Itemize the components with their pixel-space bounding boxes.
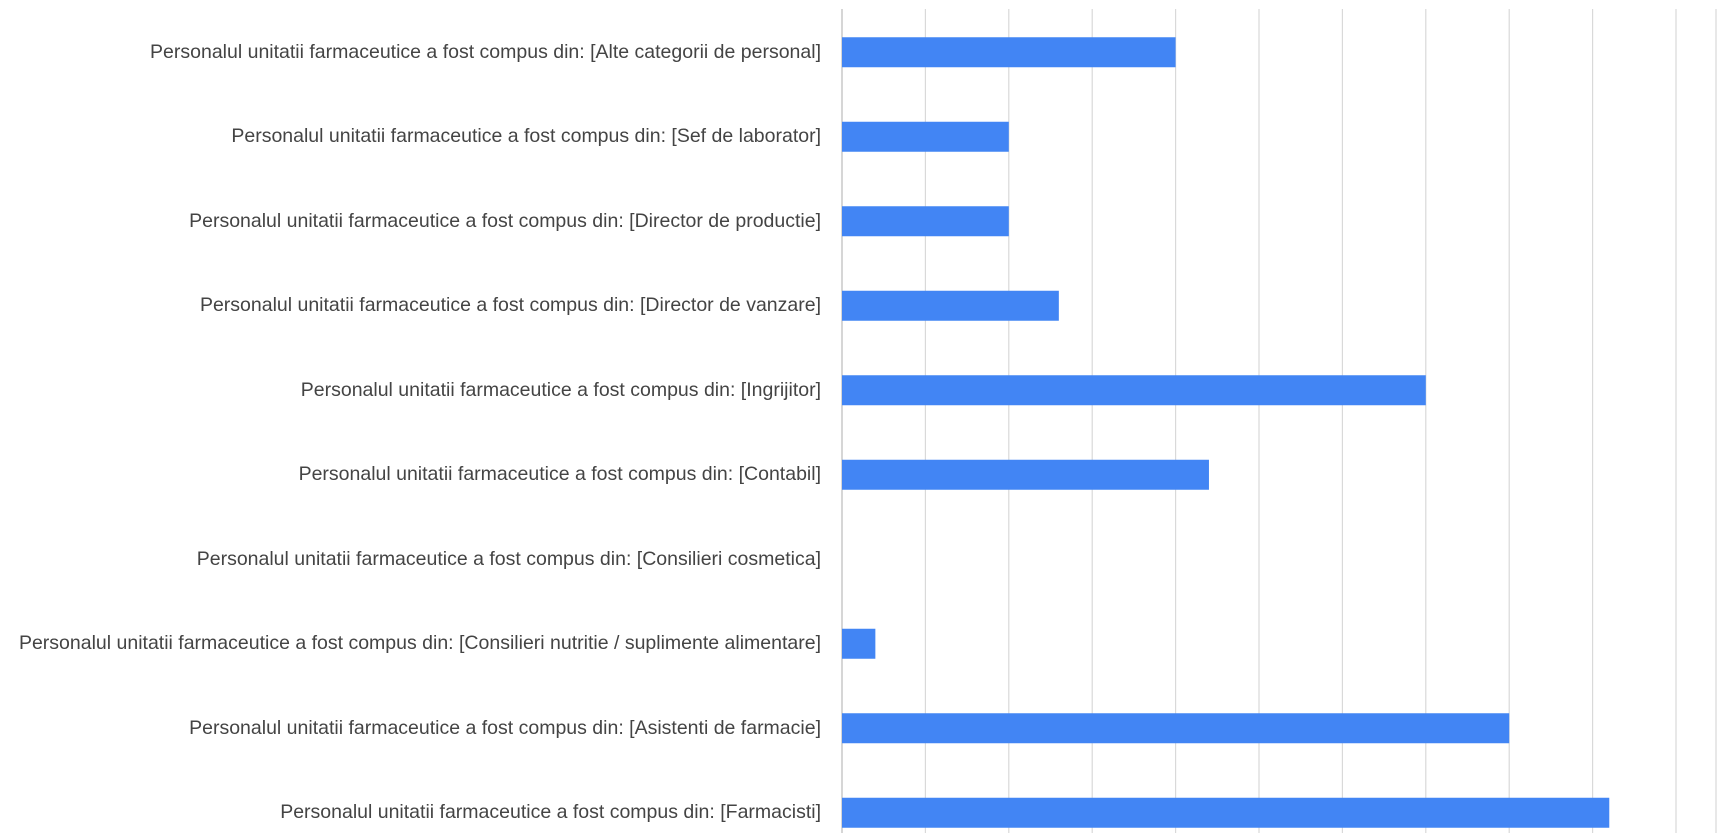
- bar: [842, 459, 1209, 490]
- y-tick-label: Personalul unitatii farmaceutice a fost …: [189, 209, 821, 232]
- category-label-box: Personalul unitatii farmaceutice a fost …: [0, 529, 821, 589]
- category-label-box: Personalul unitatii farmaceutice a fost …: [0, 276, 821, 336]
- bar: [842, 121, 1009, 152]
- bar: [842, 797, 1610, 828]
- category-label-box: Personalul unitatii farmaceutice a fost …: [0, 191, 821, 251]
- y-tick-label: Personalul unitatii farmaceutice a fost …: [280, 801, 821, 824]
- category-label-box: Personalul unitatii farmaceutice a fost …: [0, 445, 821, 505]
- y-tick-label: Personalul unitatii farmaceutice a fost …: [300, 378, 821, 401]
- category-label-box: Personalul unitatii farmaceutice a fost …: [0, 360, 821, 420]
- bar: [842, 37, 1176, 68]
- y-tick-label: Personalul unitatii farmaceutice a fost …: [231, 125, 821, 148]
- category-label-box: Personalul unitatii farmaceutice a fost …: [0, 22, 821, 82]
- bar: [842, 713, 1510, 744]
- y-tick-label: Personalul unitatii farmaceutice a fost …: [298, 463, 821, 486]
- bar: [842, 628, 876, 659]
- bar: [842, 290, 1059, 321]
- bar: [842, 375, 1426, 406]
- y-tick-label: Personalul unitatii farmaceutice a fost …: [18, 632, 821, 655]
- y-tick-label: Personalul unitatii farmaceutice a fost …: [150, 40, 821, 63]
- category-label-box: Personalul unitatii farmaceutice a fost …: [0, 614, 821, 674]
- category-label-box: Personalul unitatii farmaceutice a fost …: [0, 783, 821, 835]
- category-label-box: Personalul unitatii farmaceutice a fost …: [0, 107, 821, 167]
- category-label-box: Personalul unitatii farmaceutice a fost …: [0, 698, 821, 758]
- y-tick-label: Personalul unitatii farmaceutice a fost …: [196, 547, 821, 570]
- y-tick-label: Personalul unitatii farmaceutice a fost …: [199, 294, 821, 317]
- bar: [842, 206, 1009, 237]
- y-tick-label: Personalul unitatii farmaceutice a fost …: [189, 716, 821, 739]
